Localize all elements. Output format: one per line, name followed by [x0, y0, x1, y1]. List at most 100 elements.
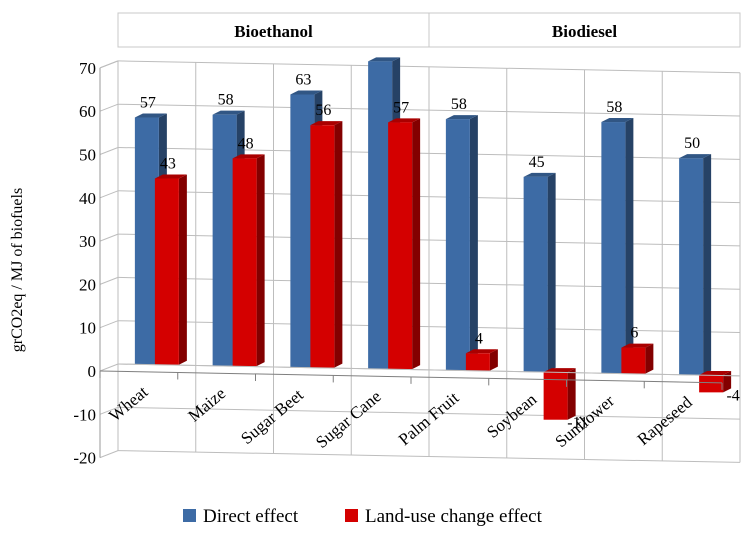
direct-data-label: 57	[140, 95, 156, 112]
legend-swatch	[345, 509, 358, 522]
category-label: Maize	[184, 384, 229, 426]
luc-bar-front	[388, 122, 413, 370]
zero-back-line	[117, 363, 741, 377]
category-label: Sugar Cane	[312, 387, 385, 452]
direct-bar-side	[547, 172, 556, 372]
luc-bar-top	[232, 154, 265, 159]
luc-bar-top	[699, 371, 732, 376]
gridline-side	[99, 190, 119, 199]
luc-data-label: 4	[475, 330, 483, 347]
y-tick-label: 40	[79, 189, 96, 208]
direct-data-label: 45	[529, 154, 545, 171]
gridline-side	[99, 147, 119, 155]
group-label: Biodiesel	[552, 22, 617, 41]
luc-bar-front	[621, 347, 646, 374]
y-tick-label: -10	[73, 405, 96, 424]
direct-data-label: 58	[606, 99, 622, 116]
side-wall-top	[99, 60, 119, 69]
y-tick-label: 50	[79, 146, 96, 165]
direct-bar-top	[134, 113, 167, 118]
direct-data-label: 58	[451, 96, 467, 113]
category-label: Wheat	[105, 382, 151, 425]
luc-bar-side	[178, 174, 187, 365]
luc-data-label: 43	[160, 156, 176, 173]
luc-bar-top	[543, 368, 576, 373]
direct-data-label: 58	[218, 92, 234, 109]
luc-data-label: 48	[238, 135, 254, 152]
gridline-side	[99, 406, 119, 415]
direct-bar-top	[368, 57, 401, 62]
y-axis-label: grCO2eq / MJ of biofuels	[9, 188, 26, 352]
luc-bar-top	[154, 174, 187, 179]
direct-bar	[679, 154, 712, 375]
luc-bar-side	[723, 371, 732, 393]
direct-bar-side	[625, 118, 634, 374]
luc-bar-front	[310, 125, 335, 368]
luc-bar	[621, 343, 654, 374]
direct-bar	[445, 115, 478, 371]
luc-bar	[232, 154, 265, 367]
y-tick-label: 0	[88, 362, 97, 381]
gridline-side	[99, 320, 119, 329]
luc-bar	[465, 349, 498, 371]
y-tick-label: 70	[79, 59, 96, 78]
luc-bar-side	[334, 121, 343, 368]
luc-bar-front	[154, 178, 179, 365]
luc-bar	[154, 174, 187, 365]
luc-bar	[699, 371, 732, 393]
luc-bar	[310, 121, 343, 368]
legend: Direct effect Land-use change effect	[183, 506, 543, 527]
y-tick-label: 60	[79, 102, 96, 121]
legend-label: Land-use change effect	[365, 506, 543, 527]
direct-bar-front	[601, 122, 626, 374]
luc-data-label: -4	[726, 387, 739, 404]
bars-layer	[134, 57, 732, 420]
luc-data-label: 57	[393, 99, 409, 116]
luc-bar-side	[412, 118, 421, 370]
y-tick-label: -20	[73, 449, 96, 468]
gridline-side	[99, 276, 119, 285]
luc-bar-side	[567, 368, 576, 420]
direct-data-label: 50	[684, 135, 700, 152]
direct-data-label: 63	[295, 71, 311, 88]
luc-bar-side	[256, 154, 265, 367]
y-tick-label: 30	[79, 232, 96, 251]
gridline-side	[99, 233, 119, 242]
luc-bar-top	[388, 118, 421, 123]
direct-bar-top	[290, 90, 323, 95]
category-label: Rapeseed	[634, 392, 696, 449]
group-label: Bioethanol	[234, 22, 313, 41]
luc-bar	[388, 118, 421, 370]
luc-data-label: 56	[315, 102, 331, 119]
luc-data-label: -11	[567, 415, 588, 432]
direct-bar	[523, 172, 556, 372]
luc-bar-side	[489, 349, 498, 371]
luc-bar-front	[465, 353, 490, 371]
direct-bar-top	[679, 154, 712, 159]
category-label: Sugar Beet	[237, 385, 307, 448]
gridline-side	[99, 450, 119, 459]
luc-bar	[543, 368, 576, 420]
luc-bar-top	[310, 121, 343, 126]
direct-bar-front	[523, 176, 548, 372]
legend-swatch	[183, 509, 196, 522]
luc-bar-top	[465, 349, 498, 354]
luc-data-label: 6	[630, 325, 638, 342]
direct-bar-front	[445, 119, 470, 371]
direct-bar-top	[523, 172, 556, 177]
group-header: Bioethanol Biodiesel	[117, 12, 741, 48]
direct-bar	[601, 118, 634, 374]
y-tick-label: 10	[79, 319, 96, 338]
luc-bar-front	[699, 375, 724, 393]
direct-bar-top	[445, 115, 478, 120]
luc-bar-front	[232, 158, 257, 367]
y-tick-label: 20	[79, 275, 96, 294]
direct-bar-front	[679, 158, 704, 375]
direct-bar-top	[212, 110, 245, 115]
direct-bar-side	[703, 154, 712, 375]
direct-bar-side	[469, 115, 478, 371]
gridline-side	[99, 103, 119, 112]
direct-bar-top	[601, 118, 634, 123]
